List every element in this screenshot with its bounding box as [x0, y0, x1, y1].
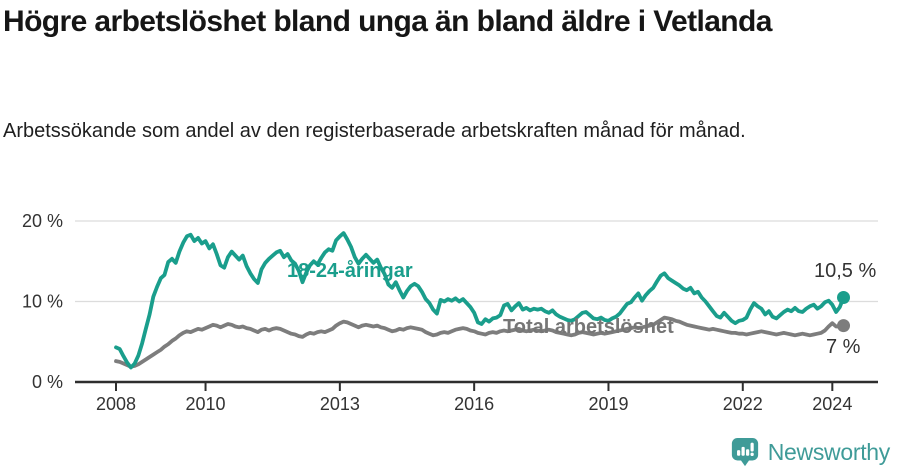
- y-tick-label: 20 %: [22, 211, 63, 231]
- x-tick-label: 2010: [186, 394, 226, 414]
- series-end-dot-total: [837, 319, 851, 333]
- series-line-total: [114, 315, 846, 369]
- chart-subtitle: Arbetssökande som andel av den registerb…: [3, 120, 746, 142]
- end-value-label-youth: 10,5 %: [814, 260, 877, 282]
- series-label-total: Total arbetslöshet: [503, 316, 674, 338]
- newsworthy-logo: Newsworthy: [730, 436, 890, 468]
- series-label-youth: 18-24-åringar: [287, 260, 413, 282]
- series-line-youth: [114, 231, 846, 370]
- y-tick-label: 0 %: [32, 372, 63, 392]
- chart-title: Högre arbetslöshet bland unga än bland ä…: [3, 5, 772, 38]
- newsworthy-wordmark: Newsworthy: [767, 438, 891, 465]
- x-tick-label: 2016: [454, 394, 494, 414]
- x-tick-label: 2022: [723, 394, 763, 414]
- end-value-label-total: 7 %: [826, 336, 861, 358]
- x-tick-label: 2019: [588, 394, 628, 414]
- newsworthy-icon: [731, 437, 758, 467]
- y-tick-label: 10 %: [22, 292, 63, 312]
- series-end-dot-youth: [837, 290, 851, 304]
- x-tick-label: 2008: [96, 394, 136, 414]
- x-tick-label: 2024: [812, 394, 852, 414]
- x-tick-label: 2013: [320, 394, 360, 414]
